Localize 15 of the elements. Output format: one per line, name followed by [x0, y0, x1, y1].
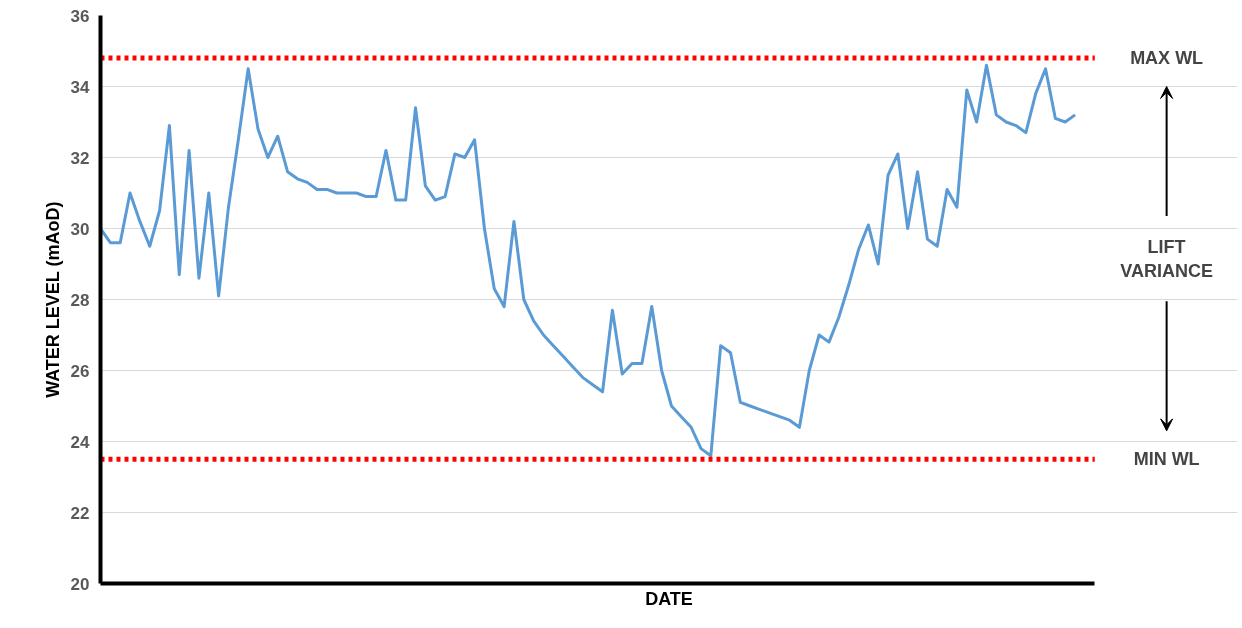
y-tick-label: 36 — [70, 6, 90, 26]
x-axis-title: DATE — [645, 588, 693, 609]
ref-line-label: MAX WL — [1130, 48, 1204, 69]
y-axis-title: WATER LEVEL (mAoD) — [42, 201, 63, 398]
line-series — [100, 63, 1077, 458]
y-tick-label: 24 — [70, 432, 91, 452]
ref-line-label: MIN WL — [1133, 449, 1200, 470]
text: LIFT VARIANCE — [1120, 236, 1213, 281]
y-tick-label: 26 — [70, 361, 90, 381]
y-tick-label: 22 — [70, 503, 90, 523]
y-tick-label: 20 — [70, 574, 90, 594]
y-tick-label: 32 — [70, 148, 90, 168]
y-tick-label: 28 — [70, 290, 90, 310]
y-tick-label: 30 — [70, 219, 90, 239]
y-tick-label: 34 — [70, 77, 91, 97]
